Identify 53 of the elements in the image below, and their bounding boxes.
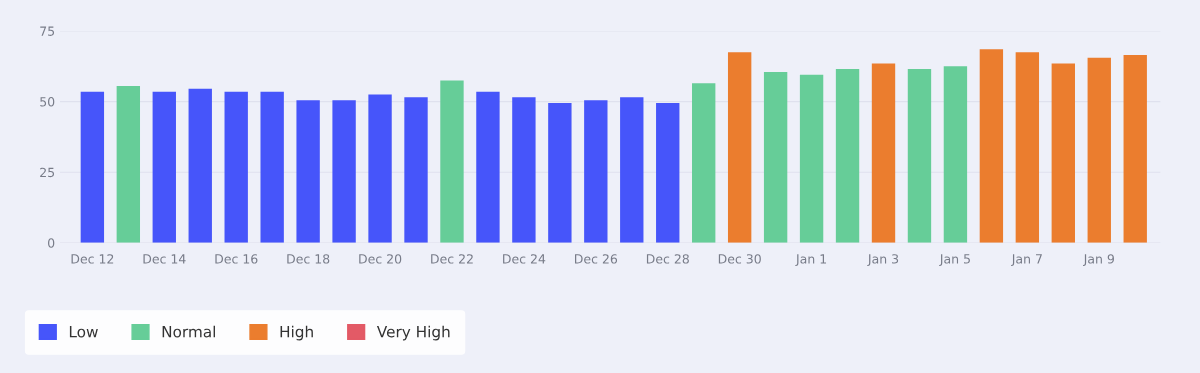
x-tick-label: Dec 18 <box>287 254 330 264</box>
x-tick-label: Dec 28 <box>646 254 689 264</box>
bar <box>907 69 932 243</box>
legend-label: Normal <box>162 325 215 338</box>
bar <box>116 86 141 243</box>
bar <box>440 80 464 243</box>
x-tick-label: Dec 22 <box>431 254 473 264</box>
bar <box>332 100 356 243</box>
x-tick-label: Jan 3 <box>867 254 899 266</box>
legend-label: High <box>280 325 313 341</box>
x-tick-label: Jan 7 <box>1011 254 1042 266</box>
bar <box>656 102 680 243</box>
x-tick-label: Jan 9 <box>1083 254 1114 266</box>
bar <box>692 83 716 243</box>
bar <box>476 91 500 243</box>
bar <box>152 91 176 243</box>
x-tick-label: Jan 1 <box>795 254 827 266</box>
bar <box>296 100 320 243</box>
bar <box>835 69 860 243</box>
y-tick-label: 50 <box>40 97 55 107</box>
bar <box>871 63 896 243</box>
bar <box>979 49 1004 243</box>
bar <box>1051 63 1075 243</box>
bar <box>1087 57 1111 243</box>
bar <box>368 94 392 243</box>
bar <box>512 97 536 243</box>
bar <box>404 97 428 243</box>
bar <box>1015 52 1040 243</box>
x-tick-label: Dec 24 <box>503 254 546 264</box>
x-tick-label: Dec 30 <box>718 254 761 264</box>
bar <box>763 71 788 243</box>
y-tick-label: 25 <box>40 167 55 178</box>
bar <box>620 97 644 243</box>
bar <box>188 88 212 243</box>
x-tick-label: Dec 26 <box>575 254 618 264</box>
bar <box>224 91 248 243</box>
bar <box>260 91 284 243</box>
x-tick-label: Dec 14 <box>143 254 186 264</box>
y-tick-label: 0 <box>48 238 55 248</box>
y-tick-label: 75 <box>40 26 55 36</box>
x-tick-label: Dec 16 <box>215 254 258 264</box>
bar <box>584 100 608 243</box>
legend-label: Very High <box>376 325 450 341</box>
bar <box>943 66 968 243</box>
bar <box>80 91 105 243</box>
bar <box>799 74 824 243</box>
legend-label: Low <box>69 326 98 338</box>
x-tick-label: Dec 20 <box>359 254 402 264</box>
bar <box>1123 54 1147 243</box>
bar <box>548 102 572 243</box>
x-tick-label: Jan 5 <box>939 254 970 266</box>
x-tick-label: Dec 12 <box>71 254 114 264</box>
bar <box>727 52 752 243</box>
